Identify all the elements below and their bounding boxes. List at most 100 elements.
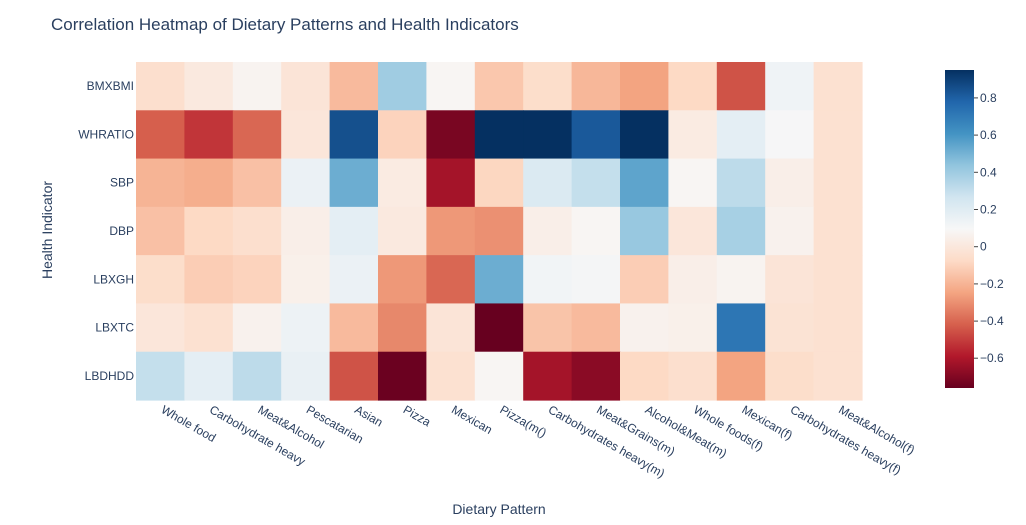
heatmap-cell xyxy=(813,351,863,401)
heatmap-cell xyxy=(474,351,524,401)
heatmap-cell xyxy=(426,303,476,353)
heatmap-cell xyxy=(716,255,766,305)
heatmap-cell xyxy=(523,110,573,160)
heatmap-cell xyxy=(232,110,282,160)
heatmap-cell xyxy=(523,62,573,111)
heatmap-cell xyxy=(716,351,766,401)
heatmap-cell xyxy=(232,62,282,111)
heatmap-cell xyxy=(571,110,621,160)
heatmap-cell xyxy=(329,158,379,208)
y-axis-title: Health Indicator xyxy=(39,181,55,279)
heatmap-cell xyxy=(474,303,524,353)
heatmap-cell xyxy=(184,351,234,401)
y-tick-label: LBDHDD xyxy=(85,369,135,383)
heatmap-cell xyxy=(620,351,669,401)
heatmap-cell xyxy=(523,303,573,353)
heatmap-cell xyxy=(378,158,427,208)
heatmap-cell xyxy=(474,206,524,256)
heatmap-cell xyxy=(378,62,427,111)
heatmap-cell xyxy=(281,255,331,305)
heatmap-cell xyxy=(329,110,379,160)
heatmap-cell xyxy=(232,351,282,401)
heatmap-cell xyxy=(571,206,621,256)
heatmap-cell xyxy=(281,206,331,256)
heatmap-cell xyxy=(620,62,669,111)
x-tick-label: Asian xyxy=(352,402,385,429)
heatmap-cell xyxy=(813,206,863,256)
colorbar: 0.8 0.6 0.4 0.2 0 −0.2 −0.4 −0.6 xyxy=(945,70,1004,388)
heatmap-cell xyxy=(474,62,524,111)
heatmap-cell xyxy=(571,255,621,305)
heatmap-cell xyxy=(571,351,621,401)
y-axis-ticks: BMXBMI WHRATIO SBP DBP LBXGH LBXTC LBDHDD xyxy=(78,79,134,383)
x-tick-label: Pizza xyxy=(401,402,434,429)
heatmap-cell xyxy=(329,303,379,353)
heatmap-cell xyxy=(765,206,815,256)
heatmap-cell xyxy=(378,206,427,256)
heatmap-cell xyxy=(329,255,379,305)
heatmap-cell xyxy=(813,303,863,353)
heatmap-cell xyxy=(620,158,669,208)
heatmap-cell xyxy=(136,158,185,208)
heatmap-cell xyxy=(232,303,282,353)
heatmap-cell xyxy=(426,351,476,401)
colorbar-tick-label: 0.2 xyxy=(980,203,997,217)
heatmap-cell xyxy=(329,62,379,111)
colorbar-tick-label: 0.8 xyxy=(980,91,997,105)
heatmap-cell xyxy=(232,255,282,305)
heatmap-cell xyxy=(232,206,282,256)
heatmap-cell xyxy=(523,255,573,305)
heatmap-cell xyxy=(716,303,766,353)
heatmap-cell xyxy=(136,255,185,305)
heatmap-cell xyxy=(474,158,524,208)
heatmap-cell xyxy=(813,255,863,305)
heatmap-cells xyxy=(136,62,863,401)
heatmap-cell xyxy=(281,62,331,111)
heatmap-cell xyxy=(716,206,766,256)
colorbar-tick-label: −0.2 xyxy=(980,277,1004,291)
heatmap-cell xyxy=(184,158,234,208)
heatmap-cell xyxy=(668,206,718,256)
heatmap-cell xyxy=(765,351,815,401)
heatmap-cell xyxy=(281,110,331,160)
y-tick-label: LBXGH xyxy=(93,272,134,286)
chart-title: Correlation Heatmap of Dietary Patterns … xyxy=(51,15,519,34)
heatmap-cell xyxy=(523,158,573,208)
heatmap-cell xyxy=(813,158,863,208)
colorbar-ticks: 0.8 0.6 0.4 0.2 0 −0.2 −0.4 −0.6 xyxy=(974,91,1004,365)
colorbar-tick-label: 0.4 xyxy=(980,165,997,179)
y-tick-label: DBP xyxy=(109,224,134,238)
y-tick-label: LBXTC xyxy=(95,321,134,335)
colorbar-tick-label: 0.6 xyxy=(980,128,997,142)
heatmap-cell xyxy=(571,62,621,111)
heatmap-cell xyxy=(765,303,815,353)
heatmap-cell xyxy=(281,303,331,353)
y-tick-label: BMXBMI xyxy=(87,79,134,93)
heatmap-cell xyxy=(571,303,621,353)
heatmap-cell xyxy=(184,303,234,353)
heatmap-cell xyxy=(620,303,669,353)
heatmap-cell xyxy=(426,255,476,305)
x-tick-label: Pizza(m() xyxy=(498,402,549,440)
heatmap-cell xyxy=(620,206,669,256)
heatmap-cell xyxy=(813,62,863,111)
heatmap-cell xyxy=(136,303,185,353)
heatmap-cell xyxy=(571,158,621,208)
heatmap-cell xyxy=(668,62,718,111)
heatmap-cell xyxy=(668,255,718,305)
heatmap-cell xyxy=(474,255,524,305)
colorbar-tick-label: −0.6 xyxy=(980,351,1004,365)
heatmap-cell xyxy=(281,351,331,401)
heatmap-cell xyxy=(765,62,815,111)
heatmap-cell xyxy=(329,206,379,256)
heatmap-cell xyxy=(136,351,185,401)
heatmap-cell xyxy=(136,62,185,111)
heatmap-cell xyxy=(184,255,234,305)
colorbar-tick-label: 0 xyxy=(980,240,987,254)
x-tick-label: Alcohol&Meat(m) xyxy=(643,402,730,460)
heatmap-cell xyxy=(765,110,815,160)
heatmap-cell xyxy=(765,158,815,208)
heatmap-cell xyxy=(378,303,427,353)
heatmap-cell xyxy=(184,62,234,111)
